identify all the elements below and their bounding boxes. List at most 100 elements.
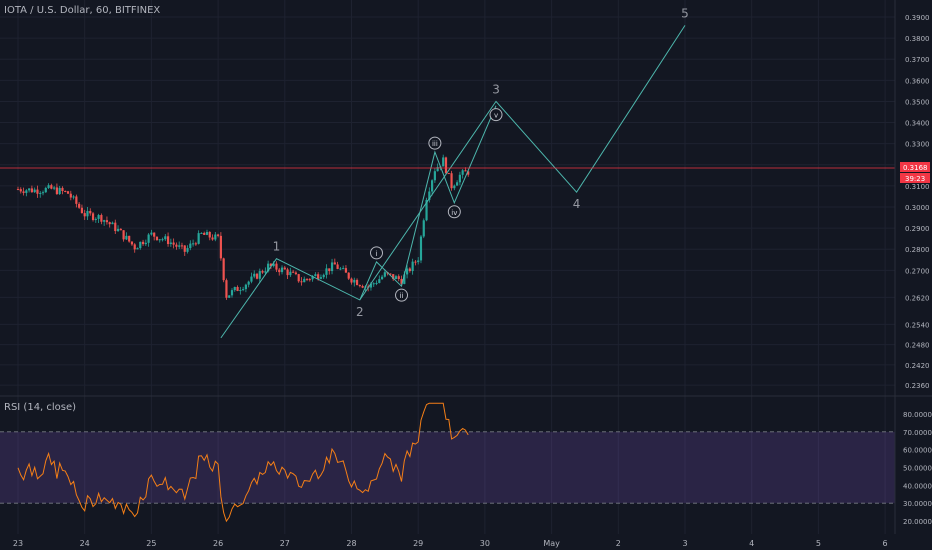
candle-body [303,279,305,282]
time-tick-label: 4 [749,539,754,548]
candle-body [164,236,166,239]
wave-label-primary: 5 [681,6,689,20]
candle-body [39,193,41,194]
price-tick-label: 0.3300 [905,141,930,149]
candle-body [456,182,458,185]
candle-body [92,213,94,220]
price-tick-label: 0.3000 [905,204,930,212]
candle-body [111,223,113,224]
candle-body [195,243,197,244]
rsi-tick-label: 70.0000 [903,429,932,437]
candle-body [259,271,261,279]
time-tick-label: 28 [346,539,356,548]
candle-body [242,289,244,290]
candle-body [61,188,63,191]
time-tick-label: May [543,539,560,548]
candle-body [450,173,452,188]
wave-label-primary: 1 [273,240,281,254]
candle-body [86,211,88,216]
candle-body [317,274,319,279]
rsi-legend[interactable]: RSI (14, close) [4,402,76,413]
candle-body [395,276,397,279]
candle-body [170,243,172,244]
candle-body [28,188,30,190]
candle-body [59,188,61,194]
candle-body [431,180,433,191]
time-tick-label: 2 [616,539,621,548]
candle-body [250,277,252,282]
candle-body [248,282,250,285]
candle-body [36,190,38,194]
price-tick-label: 0.2360 [905,382,930,390]
candle-body [337,264,339,268]
candle-body [464,170,466,171]
candle-body [64,191,66,192]
candle-body [373,283,375,284]
candle-body [95,219,97,220]
wave-label-sub: i [376,250,378,258]
candle-body [97,215,99,219]
candle-body [211,237,213,239]
candle-body [320,277,322,279]
rsi-tick-label: 50.0000 [903,465,932,473]
candle-body [84,213,86,216]
candle-body [189,244,191,248]
candle-body [328,268,330,271]
candle-body [103,220,105,222]
candle-body [323,275,325,277]
candle-body [325,268,327,275]
wave-label-primary: 2 [356,305,364,319]
candle-body [114,223,116,231]
price-tick-label: 0.3700 [905,56,930,64]
candle-body [148,235,150,243]
time-tick-label: 30 [480,539,490,548]
candle-body [56,187,58,194]
candle-body [306,279,308,280]
candle-body [298,274,300,281]
candle-body [67,191,69,193]
candle-body [89,211,91,213]
candle-body [362,286,364,288]
candle-body [31,188,33,192]
wave-label-sub: v [494,112,498,120]
time-tick-label: 3 [682,539,687,548]
candle-body [253,274,255,277]
symbol-legend[interactable]: IOTA / U.S. Dollar, 60, BITFINEX [4,5,160,16]
candle-body [353,280,355,283]
candle-body [45,188,47,192]
candle-body [128,236,130,242]
candle-body [109,222,111,224]
time-tick-label: 24 [80,539,90,548]
time-tick-label: 27 [280,539,290,548]
time-tick-label: 29 [413,539,423,548]
candle-body [167,236,169,244]
candle-body [72,196,74,197]
candle-body [198,233,200,244]
candle-body [434,171,436,180]
candle-body [295,273,297,275]
candle-body [309,279,311,280]
candle-body [342,268,344,269]
candle-body [123,230,125,239]
candle-body [159,239,161,240]
candle-body [448,173,450,174]
candle-body [34,190,36,193]
candle-body [186,248,188,252]
candle-body [17,189,19,190]
candle-body [239,290,241,291]
candle-body [20,189,22,191]
candle-body [192,243,194,244]
candle-body [409,269,411,272]
candle-body [423,220,425,236]
candle-body [203,233,205,235]
candle-body [339,269,341,270]
candle-body [181,245,183,246]
price-tick-label: 0.2700 [905,267,930,275]
rsi-tick-label: 40.0000 [903,482,932,490]
candle-body [334,262,336,264]
candle-body [453,186,455,189]
candle-body [25,190,27,193]
candle-body [462,170,464,175]
candle-body [398,276,400,279]
